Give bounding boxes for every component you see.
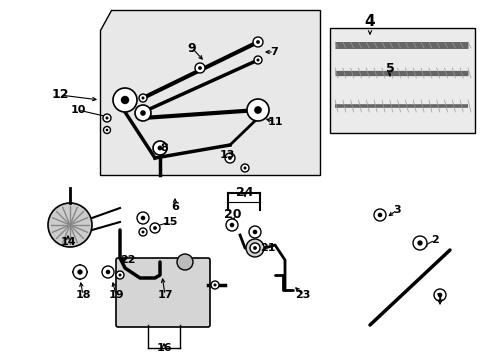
Text: 23: 23 [295, 290, 310, 300]
Text: 4: 4 [364, 14, 375, 30]
Circle shape [105, 129, 108, 131]
Circle shape [137, 212, 149, 224]
Circle shape [252, 230, 257, 234]
Circle shape [116, 271, 124, 279]
Circle shape [139, 228, 147, 236]
Circle shape [256, 58, 259, 62]
Circle shape [105, 270, 110, 274]
Circle shape [243, 166, 246, 170]
Circle shape [153, 141, 167, 155]
Circle shape [113, 88, 137, 112]
FancyBboxPatch shape [116, 258, 209, 327]
Circle shape [224, 153, 235, 163]
Circle shape [141, 230, 144, 234]
Circle shape [229, 223, 234, 227]
Text: 12: 12 [51, 89, 69, 102]
Circle shape [433, 289, 445, 301]
Circle shape [241, 164, 248, 172]
Text: 22: 22 [120, 255, 136, 265]
Text: 2: 2 [430, 235, 438, 245]
Text: 10: 10 [70, 105, 85, 115]
Circle shape [77, 269, 82, 275]
Circle shape [227, 156, 231, 160]
Text: 6: 6 [171, 202, 179, 212]
Circle shape [141, 96, 144, 99]
Circle shape [118, 274, 122, 276]
Circle shape [253, 246, 256, 250]
Circle shape [73, 265, 87, 279]
Circle shape [121, 96, 129, 104]
Circle shape [256, 40, 259, 44]
Text: 3: 3 [392, 205, 400, 215]
Circle shape [135, 105, 151, 121]
Circle shape [225, 219, 238, 231]
Text: 21: 21 [260, 243, 275, 253]
Text: 18: 18 [75, 290, 91, 300]
Text: 20: 20 [224, 208, 241, 221]
Circle shape [245, 239, 264, 257]
Circle shape [153, 226, 157, 230]
Text: 13: 13 [219, 150, 234, 160]
Circle shape [254, 106, 261, 114]
Circle shape [213, 283, 216, 287]
Circle shape [105, 117, 108, 120]
Bar [329, 28, 474, 133]
Text: 8: 8 [160, 143, 167, 153]
Circle shape [103, 126, 110, 134]
Circle shape [210, 281, 219, 289]
Circle shape [377, 213, 382, 217]
Circle shape [412, 236, 426, 250]
Text: 14: 14 [60, 237, 76, 247]
Text: 15: 15 [162, 217, 177, 227]
Circle shape [139, 94, 147, 102]
Text: 1: 1 [435, 293, 443, 303]
Circle shape [102, 266, 114, 278]
Text: 9: 9 [187, 41, 196, 54]
Polygon shape [100, 10, 319, 175]
Circle shape [103, 114, 111, 122]
Text: 7: 7 [269, 47, 277, 57]
Circle shape [140, 110, 145, 116]
Circle shape [373, 209, 385, 221]
Circle shape [195, 63, 204, 73]
Text: 19: 19 [108, 290, 123, 300]
Text: 24: 24 [236, 186, 253, 199]
Circle shape [198, 66, 202, 70]
Text: 11: 11 [267, 117, 282, 127]
Circle shape [249, 243, 260, 253]
Circle shape [246, 99, 268, 121]
Text: 16: 16 [156, 343, 171, 353]
Circle shape [141, 216, 145, 220]
Text: 5: 5 [385, 62, 393, 75]
Circle shape [416, 240, 422, 246]
Circle shape [252, 37, 263, 47]
Circle shape [248, 226, 261, 238]
Circle shape [437, 293, 441, 297]
Circle shape [177, 254, 193, 270]
Circle shape [253, 56, 262, 64]
Circle shape [150, 223, 160, 233]
Circle shape [48, 203, 92, 247]
Text: 17: 17 [157, 290, 172, 300]
Circle shape [157, 145, 162, 150]
